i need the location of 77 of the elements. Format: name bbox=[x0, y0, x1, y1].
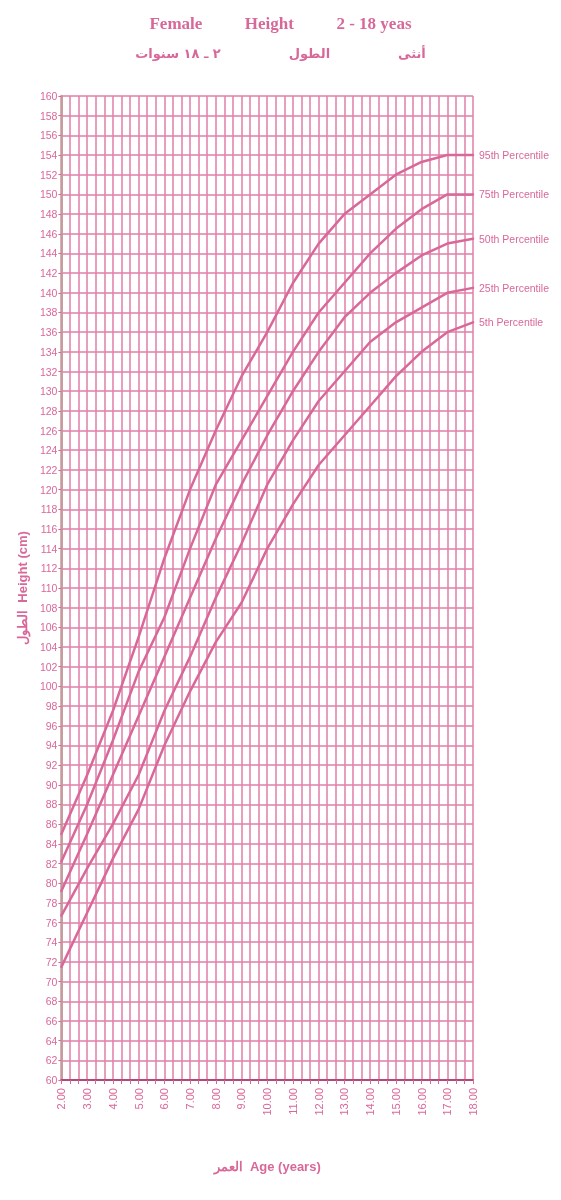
x-tick-label: 4.00 bbox=[106, 1088, 119, 1110]
y-tick-label: 108 bbox=[39, 601, 58, 614]
x-tick-label: 2.00 bbox=[55, 1088, 68, 1110]
y-tick-label: 142 bbox=[39, 267, 58, 280]
y-tick-label: 84 bbox=[45, 837, 58, 850]
y-tick-label: 116 bbox=[40, 522, 58, 535]
series-label: 95th Percentile bbox=[479, 149, 550, 162]
y-tick-label: 76 bbox=[45, 916, 58, 929]
y-tick-label: 92 bbox=[45, 759, 58, 772]
y-tick-label: 150 bbox=[39, 188, 58, 201]
x-tick-label: 10.00 bbox=[261, 1088, 274, 1116]
y-tick-label: 70 bbox=[45, 975, 58, 988]
x-tick-label: 8.00 bbox=[209, 1088, 222, 1110]
y-tick-label: 148 bbox=[39, 208, 58, 221]
y-tick-label: 100 bbox=[39, 680, 58, 693]
y-tick-label: 146 bbox=[39, 227, 58, 240]
y-axis-title: الطول Height (cm) bbox=[15, 531, 31, 645]
y-tick-label: 126 bbox=[39, 424, 58, 437]
y-tick-label: 86 bbox=[45, 818, 58, 831]
y-tick-label: 106 bbox=[39, 621, 58, 634]
y-tick-label: 80 bbox=[45, 877, 58, 890]
y-tick-label: 132 bbox=[39, 365, 58, 378]
y-tick-label: 138 bbox=[39, 306, 58, 319]
x-tick-label: 7.00 bbox=[184, 1088, 197, 1110]
x-tick-label: 16.00 bbox=[415, 1088, 428, 1116]
y-tick-label: 64 bbox=[45, 1034, 58, 1047]
y-tick-label: 124 bbox=[39, 444, 58, 457]
y-tick-label: 102 bbox=[39, 660, 58, 673]
series-label: 5th Percentile bbox=[479, 316, 544, 329]
y-tick-label: 134 bbox=[39, 345, 58, 358]
y-tick-label: 158 bbox=[39, 109, 58, 122]
y-tick-label: 60 bbox=[45, 1074, 58, 1086]
y-tick-label: 154 bbox=[39, 149, 58, 162]
y-tick-label: 96 bbox=[45, 719, 58, 732]
x-axis-title: العمر Age (years) bbox=[212, 1159, 321, 1175]
y-tick-label: 74 bbox=[45, 936, 58, 949]
x-tick-label: 11.00 bbox=[286, 1088, 299, 1115]
y-tick-label: 130 bbox=[39, 385, 58, 398]
y-tick-label: 128 bbox=[39, 404, 58, 417]
y-tick-label: 88 bbox=[45, 798, 58, 811]
x-tick-label: 18.00 bbox=[467, 1088, 479, 1116]
x-tick-label: 12.00 bbox=[312, 1088, 325, 1116]
series-label: 25th Percentile bbox=[479, 281, 550, 294]
y-tick-label: 156 bbox=[39, 129, 58, 142]
x-tick-label: 6.00 bbox=[158, 1088, 171, 1110]
x-tick-label: 15.00 bbox=[389, 1088, 402, 1116]
x-tick-label: 14.00 bbox=[364, 1088, 377, 1116]
y-tick-label: 114 bbox=[40, 542, 58, 555]
x-tick-label: 13.00 bbox=[338, 1088, 351, 1116]
y-tick-label: 68 bbox=[45, 995, 58, 1008]
y-tick-label: 122 bbox=[39, 463, 58, 476]
y-tick-label: 120 bbox=[39, 483, 58, 496]
y-tick-label: 90 bbox=[45, 778, 58, 791]
y-tick-label: 82 bbox=[45, 857, 58, 870]
y-tick-label: 66 bbox=[45, 1014, 58, 1027]
y-tick-label: 110 bbox=[40, 582, 58, 594]
y-tick-label: 98 bbox=[45, 700, 58, 713]
x-tick-label: 9.00 bbox=[235, 1088, 248, 1110]
x-tick-label: 17.00 bbox=[441, 1088, 454, 1116]
x-tick-label: 3.00 bbox=[81, 1088, 94, 1110]
chart-title: Female Height 2 - 18 yeas bbox=[149, 14, 412, 33]
x-tick-label: 5.00 bbox=[132, 1088, 145, 1110]
y-tick-label: 136 bbox=[39, 326, 58, 339]
y-tick-label: 140 bbox=[39, 286, 58, 299]
y-tick-label: 104 bbox=[39, 641, 58, 654]
y-tick-label: 152 bbox=[39, 168, 58, 181]
y-tick-label: 118 bbox=[40, 503, 58, 516]
y-tick-label: 94 bbox=[45, 739, 58, 752]
y-tick-label: 112 bbox=[40, 562, 58, 575]
y-tick-label: 160 bbox=[39, 90, 58, 102]
chart-subtitle: أنثى الطول ٢ ـ ١٨ سنوات bbox=[135, 45, 426, 61]
y-tick-label: 144 bbox=[39, 247, 58, 260]
y-tick-label: 62 bbox=[45, 1054, 58, 1067]
y-tick-label: 78 bbox=[45, 896, 58, 909]
series-label: 50th Percentile bbox=[479, 232, 550, 245]
y-tick-label: 72 bbox=[45, 955, 58, 968]
series-label: 75th Percentile bbox=[479, 188, 550, 201]
